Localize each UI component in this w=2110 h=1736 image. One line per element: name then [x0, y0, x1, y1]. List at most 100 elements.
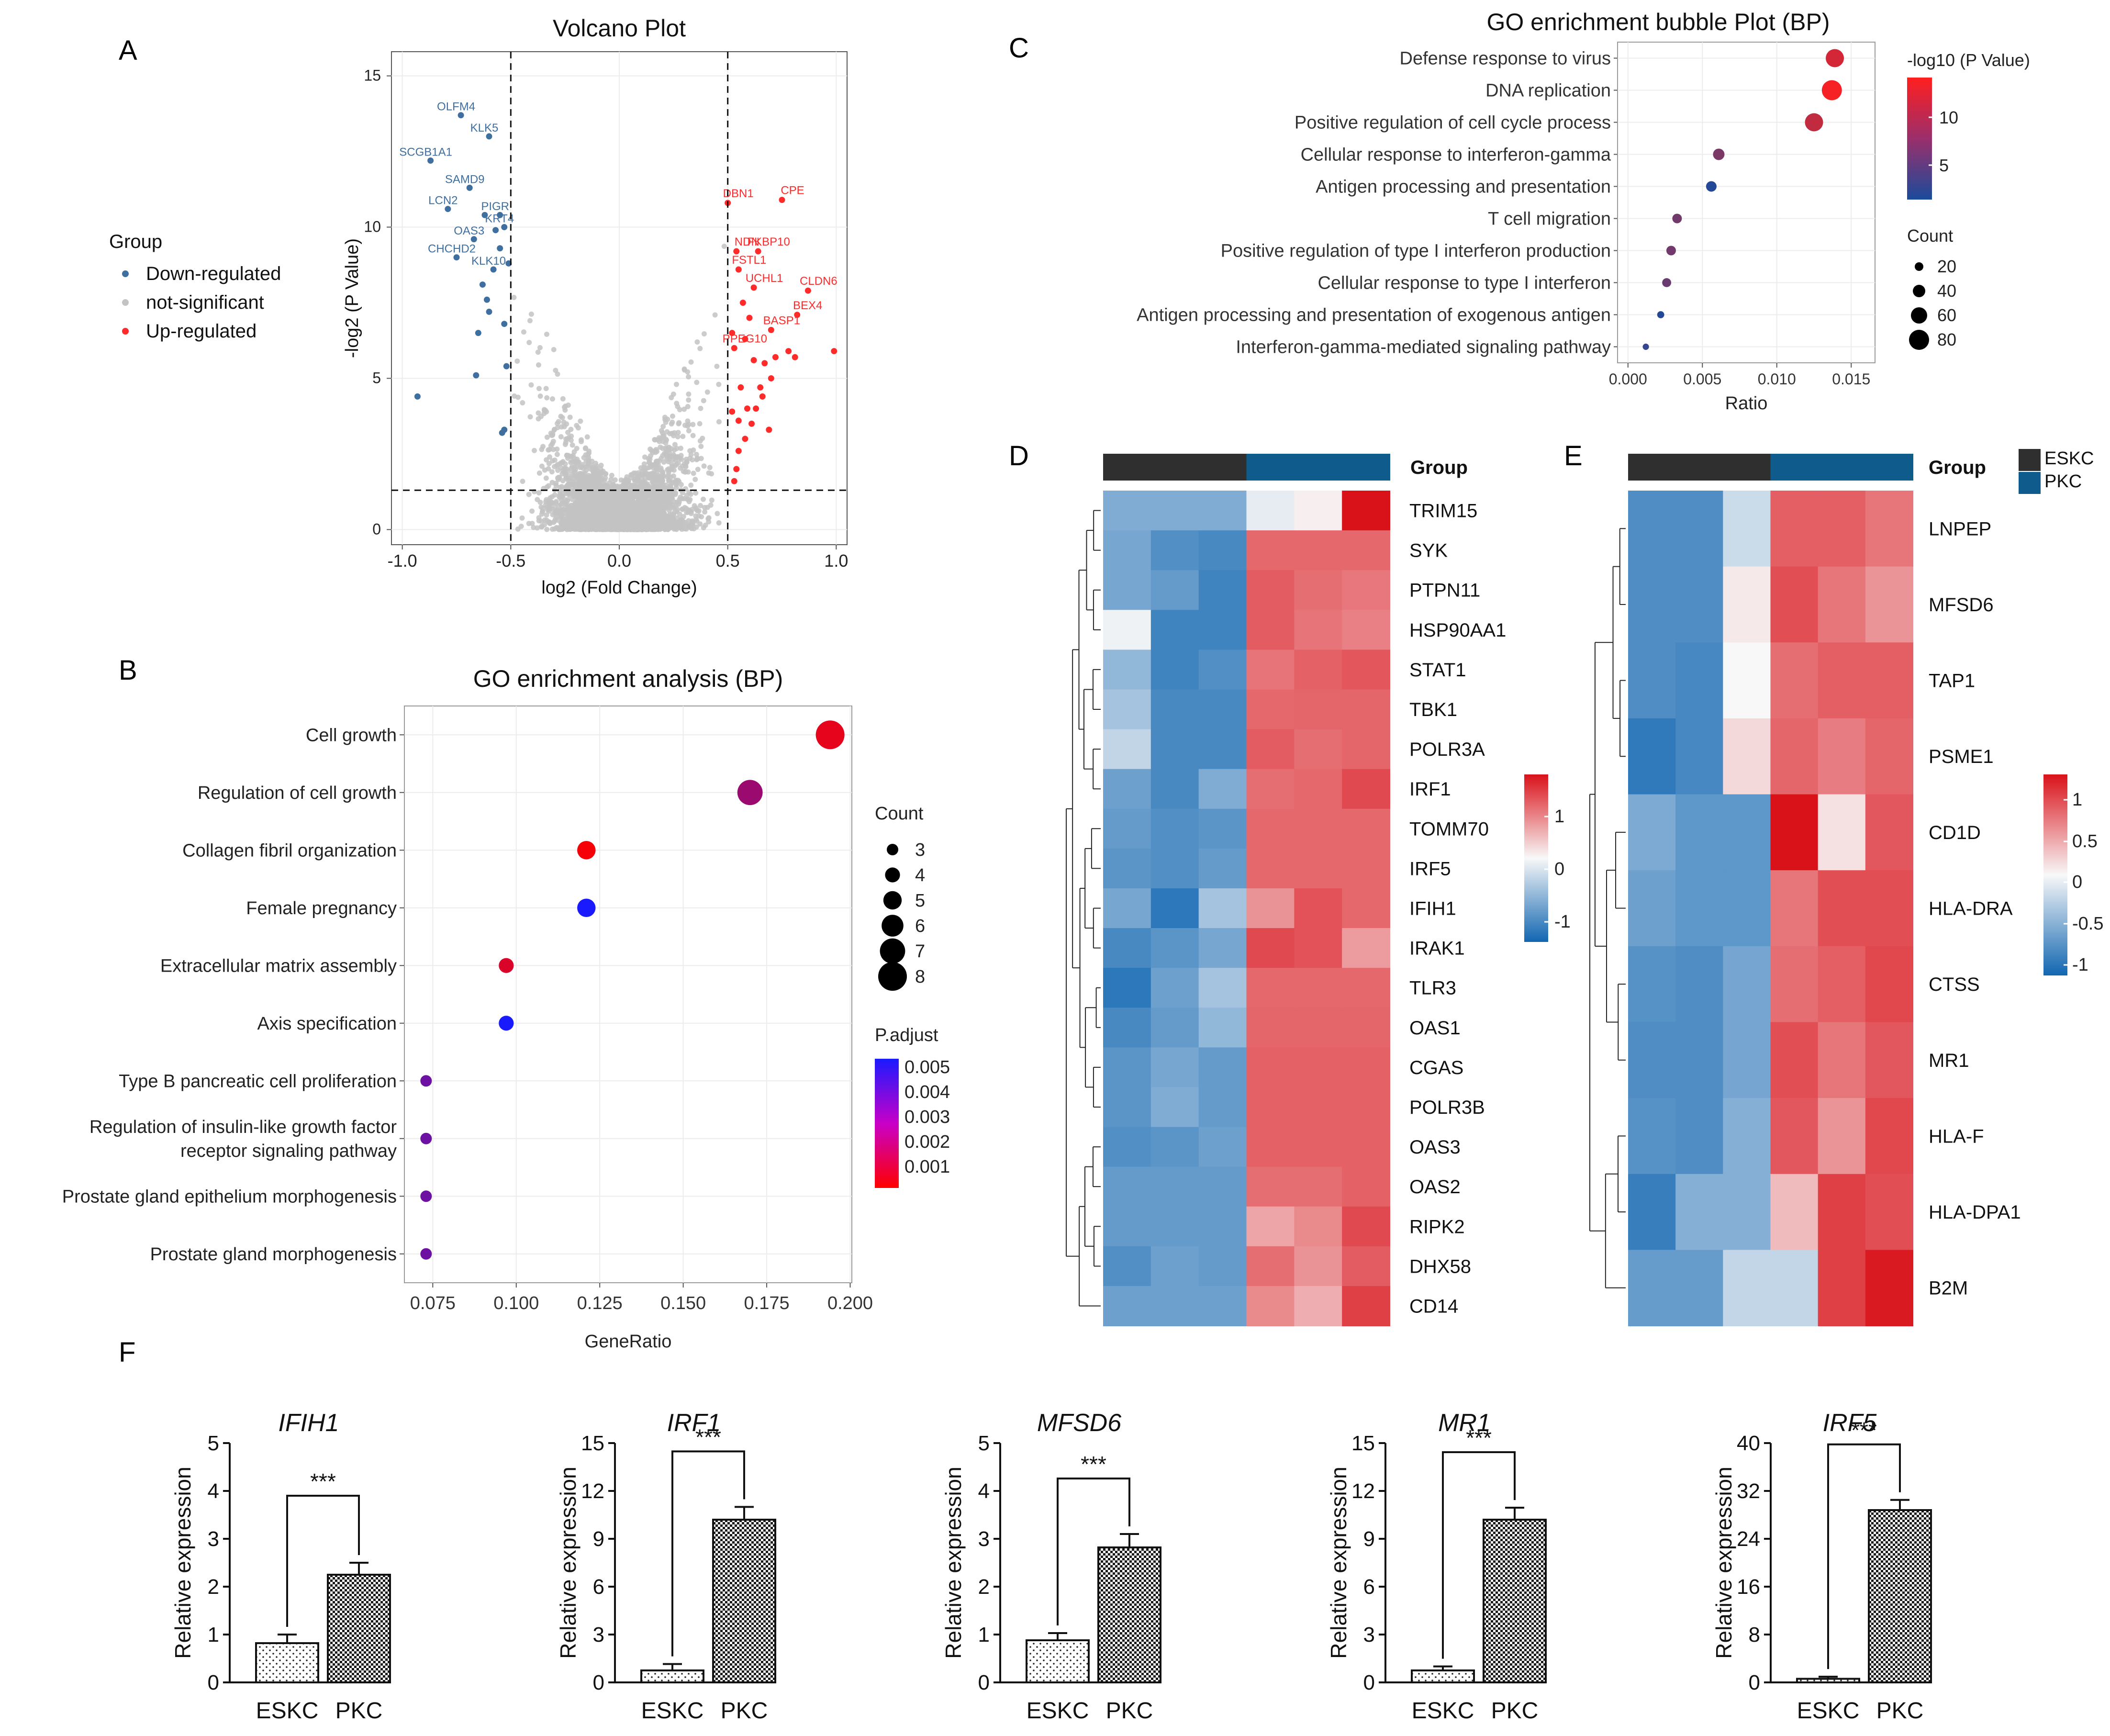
ns-point — [615, 507, 621, 513]
bar — [1097, 1546, 1161, 1683]
scale-legend-label: -1 — [1554, 912, 1571, 932]
ns-point — [585, 452, 591, 458]
heatmap-cell — [1294, 1246, 1343, 1287]
category-label: ESKC — [641, 1698, 704, 1724]
ns-point — [700, 496, 706, 502]
ns-point — [536, 490, 542, 496]
ns-point — [570, 488, 576, 493]
ns-point — [669, 467, 674, 472]
ns-point — [569, 433, 574, 439]
ns-point — [679, 496, 685, 502]
heatmap-cell — [1675, 1098, 1724, 1175]
down-point — [458, 112, 464, 119]
ns-point — [544, 409, 549, 414]
ns-point — [629, 515, 635, 521]
term-label: Antigen processing and presentation — [1316, 177, 1611, 197]
ns-point — [625, 496, 630, 502]
ns-point — [690, 457, 695, 463]
heatmap-cell — [1103, 1087, 1151, 1128]
ns-point — [691, 447, 696, 453]
heatmap-cell — [1150, 1087, 1199, 1128]
ns-point — [527, 414, 533, 420]
heatmap-cell — [1723, 870, 1771, 947]
term-label: Extracellular matrix assembly — [160, 956, 397, 976]
heatmap-cell — [1628, 946, 1676, 1023]
ns-point — [579, 485, 585, 491]
ns-point — [546, 461, 552, 467]
bar — [255, 1642, 319, 1683]
gene-label: TAP1 — [1929, 671, 1975, 692]
heatmap-cell — [1150, 530, 1199, 571]
ns-point — [514, 358, 520, 364]
category-label: PKC — [721, 1698, 768, 1724]
ns-point — [575, 425, 581, 431]
ns-point — [550, 438, 556, 444]
up-gene-label: NDN — [735, 235, 759, 248]
ns-point — [608, 477, 614, 482]
heatmap-cell — [1103, 729, 1151, 770]
heatmap-cell — [1294, 1286, 1343, 1326]
heatmap-cell — [1246, 808, 1295, 849]
heatmap-cell — [1294, 689, 1343, 730]
heatmap-cell — [1103, 1127, 1151, 1167]
color-legend-label: 0.002 — [904, 1132, 950, 1152]
up-point — [755, 248, 761, 255]
bar — [1796, 1678, 1860, 1683]
ns-point — [665, 467, 670, 472]
heatmap-cell — [1342, 1286, 1390, 1326]
y-tick-label: 4 — [208, 1479, 219, 1503]
ns-point — [536, 470, 542, 476]
up-gene-label: CPE — [781, 184, 804, 197]
row-dendrogram — [1589, 528, 1626, 1288]
term-dot — [420, 1190, 432, 1202]
ns-point — [547, 495, 553, 501]
ns-point — [685, 403, 691, 409]
group-annotation-cell — [1723, 454, 1771, 481]
ns-point — [589, 506, 594, 512]
up-point — [831, 348, 837, 355]
down-point — [497, 212, 503, 218]
ns-point — [582, 470, 588, 476]
ns-point — [654, 494, 660, 500]
heatmap-cell — [1150, 1246, 1199, 1287]
ns-point — [559, 526, 565, 532]
y-tick-label: 15 — [1351, 1432, 1375, 1455]
up-point — [735, 448, 742, 454]
ns-point — [634, 526, 639, 532]
ns-point — [681, 406, 687, 412]
panel-letter-e: E — [1564, 440, 1583, 471]
y-tick-label: 32 — [1737, 1479, 1760, 1503]
ns-point — [680, 463, 685, 469]
heatmap-cell — [1342, 968, 1390, 1008]
up-point — [739, 299, 746, 306]
up-point — [804, 287, 811, 294]
category-label: PKC — [1876, 1698, 1924, 1724]
ns-point — [548, 499, 554, 505]
significance-bracket — [1442, 1451, 1516, 1659]
ns-point — [565, 436, 570, 442]
ns-point — [681, 367, 687, 373]
ns-point — [660, 424, 666, 429]
heatmap-e: Group ESKCPKCLNPEPMFSD6TAP1PSME1CD1DHLA-D… — [1589, 448, 2103, 1326]
heatmap-cell — [1865, 946, 1913, 1023]
category-label: ESKC — [1797, 1698, 1860, 1724]
up-point — [794, 312, 801, 318]
term-dot — [1662, 278, 1672, 287]
ns-point — [569, 459, 575, 464]
heatmap-cell — [1818, 794, 1866, 871]
heatmap-cell — [1103, 1286, 1151, 1326]
y-tick-label: 3 — [978, 1527, 990, 1551]
ns-point — [650, 465, 656, 470]
up-point — [748, 420, 755, 427]
term-label: Antigen processing and presentation of e… — [1137, 305, 1611, 325]
ns-point — [652, 437, 658, 443]
heatmap-cell — [1675, 946, 1724, 1023]
ns-point — [694, 339, 700, 345]
heatmap-cell — [1198, 1206, 1247, 1247]
ns-point — [693, 524, 699, 530]
ns-point — [546, 466, 551, 471]
ns-point — [565, 403, 571, 408]
